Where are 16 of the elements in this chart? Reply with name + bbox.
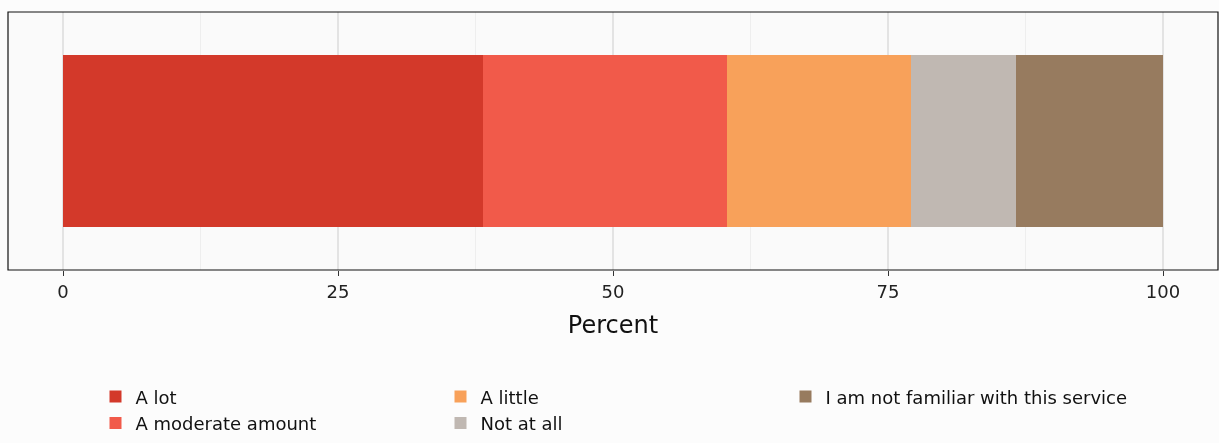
x-tick-label: 50 — [601, 280, 625, 302]
x-tick-label: 25 — [326, 280, 350, 302]
x-tick-label: 100 — [1145, 280, 1181, 302]
bar — [727, 55, 912, 227]
legend-label: I am not familiar with this service — [825, 386, 1128, 408]
legend-label: A little — [480, 386, 539, 408]
bar — [483, 55, 728, 227]
legend-label: Not at all — [480, 412, 563, 434]
x-axis-title: Percent — [567, 310, 659, 339]
legend-label: A lot — [135, 386, 177, 408]
x-tick-label: 75 — [876, 280, 900, 302]
bar — [1015, 55, 1163, 227]
x-tick-label: 0 — [57, 280, 69, 302]
legend-label: A moderate amount — [135, 412, 317, 434]
bar — [911, 55, 1016, 227]
bar — [63, 55, 484, 227]
